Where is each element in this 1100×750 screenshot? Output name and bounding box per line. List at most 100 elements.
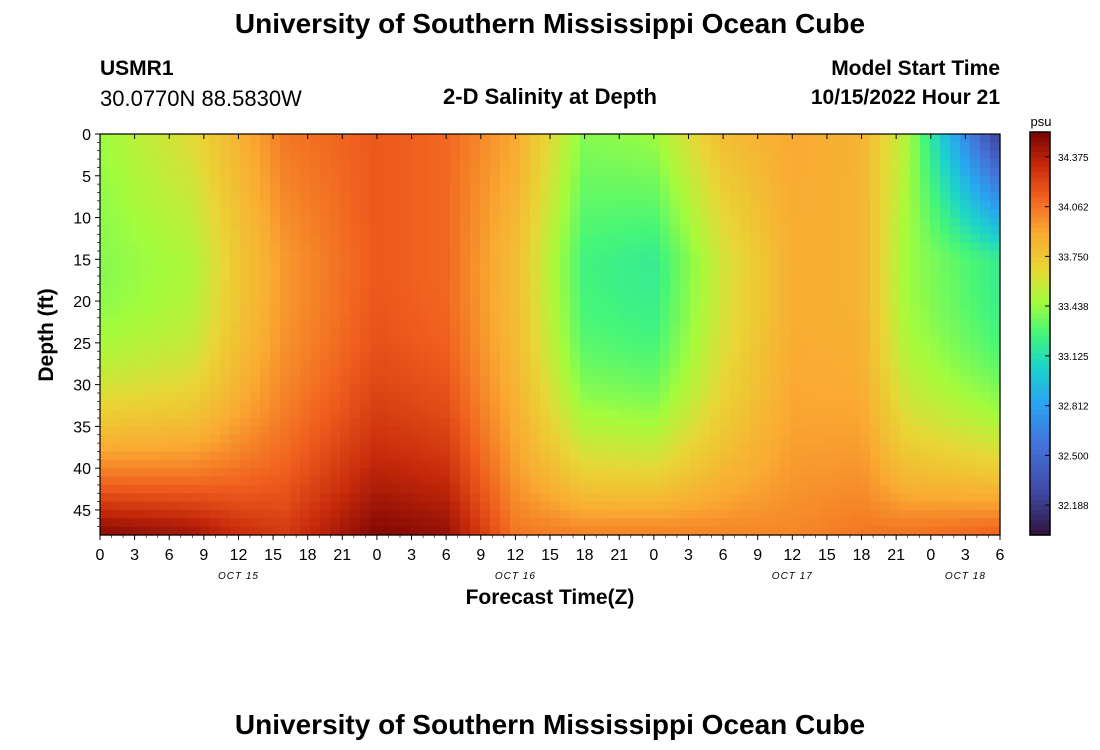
heatmap-cell [700, 384, 711, 394]
heatmap-cell [270, 443, 281, 453]
heatmap-cell [610, 284, 621, 294]
heatmap-cell [240, 242, 251, 252]
heatmap-cell [420, 468, 431, 478]
colorbar-segment [1030, 529, 1050, 536]
heatmap-cell [180, 217, 191, 227]
heatmap-cell [130, 234, 141, 244]
heatmap-cell [370, 459, 381, 469]
heatmap-cell [880, 150, 891, 160]
heatmap-cell [410, 209, 421, 219]
heatmap-cell [110, 150, 121, 160]
heatmap-cell [400, 200, 411, 210]
x-tick-label: 0 [926, 547, 935, 564]
heatmap-cell [270, 192, 281, 202]
heatmap-cell [350, 367, 361, 377]
heatmap-cell [930, 384, 941, 394]
heatmap-cell [100, 150, 111, 160]
heatmap-cell [980, 476, 991, 486]
heatmap-cell [660, 250, 671, 260]
heatmap-cell [590, 476, 601, 486]
heatmap-cell [740, 309, 751, 319]
heatmap-cell [330, 250, 341, 260]
heatmap-cell [360, 501, 371, 511]
heatmap-cell [900, 426, 911, 436]
heatmap-cell [870, 159, 881, 169]
heatmap-cell [320, 184, 331, 194]
heatmap-cell [460, 276, 471, 285]
heatmap-cell [540, 342, 551, 352]
heatmap-cell [970, 334, 981, 344]
heatmap-cell [760, 134, 771, 143]
heatmap-cell [510, 309, 521, 319]
heatmap-cell [880, 493, 891, 503]
heatmap-cell [430, 384, 441, 394]
heatmap-cell [130, 484, 141, 494]
heatmap-cell [570, 518, 581, 528]
heatmap-cell [430, 242, 441, 252]
heatmap-cell [570, 468, 581, 478]
heatmap-cell [430, 518, 441, 528]
heatmap-cell [400, 167, 411, 177]
heatmap-cell [210, 134, 221, 143]
heatmap-cell [310, 159, 321, 169]
heatmap-cell [930, 134, 941, 143]
heatmap-cell [860, 434, 871, 444]
heatmap-cell [800, 184, 811, 194]
heatmap-cell [250, 351, 261, 361]
heatmap-cell [500, 134, 511, 143]
colorbar-segment [1030, 142, 1050, 148]
heatmap-cell [920, 225, 931, 235]
heatmap-cell [810, 376, 821, 386]
heatmap-cell [620, 384, 631, 394]
heatmap-cell [930, 200, 941, 210]
heatmap-cell [200, 150, 211, 160]
heatmap-cell [870, 493, 881, 503]
heatmap-cell [620, 184, 631, 194]
colorbar-segment [1030, 172, 1050, 178]
heatmap-cell [280, 409, 291, 419]
heatmap-cell [170, 267, 181, 277]
heatmap-cell [310, 150, 321, 160]
heatmap-cell [770, 184, 781, 194]
heatmap-cell [860, 376, 871, 386]
heatmap-cell [130, 159, 141, 169]
heatmap-cell [530, 468, 541, 478]
heatmap-cell [560, 134, 571, 143]
heatmap-cell [860, 225, 871, 235]
heatmap-cell [730, 167, 741, 177]
heatmap-cell [440, 392, 451, 402]
heatmap-cell [130, 451, 141, 461]
heatmap-cell [130, 284, 141, 294]
heatmap-cell [650, 484, 661, 494]
heatmap-cell [930, 317, 941, 327]
heatmap-cell [510, 217, 521, 227]
heatmap-cell [260, 526, 271, 536]
heatmap-cell [690, 351, 701, 361]
heatmap-cell [850, 334, 861, 344]
heatmap-cell [380, 192, 391, 202]
heatmap-cell [170, 242, 181, 252]
heatmap-cell [740, 250, 751, 260]
heatmap-cell [610, 301, 621, 311]
heatmap-cell [820, 459, 831, 469]
heatmap-cell [120, 175, 131, 185]
heatmap-cell [360, 526, 371, 536]
heatmap-cell [120, 250, 131, 260]
heatmap-cell [820, 351, 831, 361]
heatmap-cell [930, 518, 941, 528]
heatmap-cell [690, 150, 701, 160]
heatmap-cell [460, 309, 471, 319]
heatmap-cell [230, 167, 241, 177]
heatmap-cell [600, 159, 611, 169]
heatmap-cell [800, 192, 811, 202]
heatmap-cell [540, 267, 551, 277]
colorbar-tick-label: 32.188 [1058, 501, 1089, 512]
heatmap-cell [770, 292, 781, 302]
heatmap-cell [330, 409, 341, 419]
heatmap-cell [190, 309, 201, 319]
heatmap-cell [690, 359, 701, 369]
heatmap-cell [530, 159, 541, 169]
heatmap-cell [900, 292, 911, 302]
heatmap-cell [610, 242, 621, 252]
heatmap-cell [170, 317, 181, 327]
